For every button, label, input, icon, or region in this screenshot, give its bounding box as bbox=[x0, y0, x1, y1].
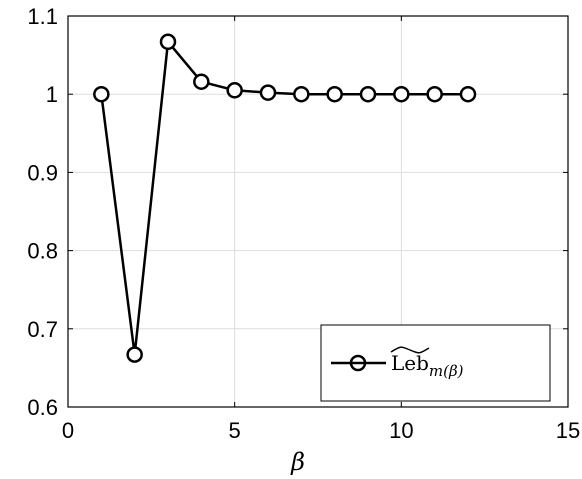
data-point bbox=[359, 85, 377, 103]
data-point bbox=[293, 85, 310, 103]
series-group bbox=[93, 33, 477, 363]
x-tick-label: 15 bbox=[556, 418, 580, 443]
legend-tilde-accent bbox=[390, 346, 430, 354]
plot-frame bbox=[67, 15, 569, 408]
data-point bbox=[193, 73, 210, 90]
data-point bbox=[459, 85, 477, 103]
tick-labels: 0 5 10 15 0.6 0.7 0.8 0.9 1 1.1 bbox=[27, 4, 580, 443]
x-tick-label: 5 bbox=[229, 418, 241, 443]
data-point bbox=[93, 85, 110, 103]
x-tick-label: 10 bbox=[389, 418, 413, 443]
data-point bbox=[426, 85, 443, 103]
data-point bbox=[159, 33, 177, 51]
data-point bbox=[126, 346, 143, 363]
legend-marker bbox=[349, 354, 367, 372]
y-tick-label: 0.8 bbox=[27, 239, 58, 264]
y-tick-label: 1.1 bbox=[27, 4, 58, 29]
data-point bbox=[326, 85, 343, 103]
y-tick-label: 0.7 bbox=[27, 317, 58, 342]
axis-ticks bbox=[67, 15, 569, 408]
y-tick-label: 1 bbox=[46, 82, 58, 107]
x-axis-label: β bbox=[290, 448, 305, 476]
data-point bbox=[393, 85, 410, 103]
legend: Lebm(β) bbox=[320, 324, 551, 402]
legend-entry: Lebm(β) bbox=[391, 351, 464, 380]
data-point bbox=[226, 82, 243, 99]
y-tick-label: 0.9 bbox=[27, 160, 58, 185]
data-point bbox=[259, 84, 277, 101]
y-tick-label: 0.6 bbox=[27, 395, 58, 420]
series-line bbox=[100, 40, 468, 356]
legend-entry-name: Leb bbox=[391, 351, 429, 375]
legend-entry-subscript: m(β) bbox=[429, 362, 464, 380]
x-tick-label: 0 bbox=[62, 418, 74, 443]
